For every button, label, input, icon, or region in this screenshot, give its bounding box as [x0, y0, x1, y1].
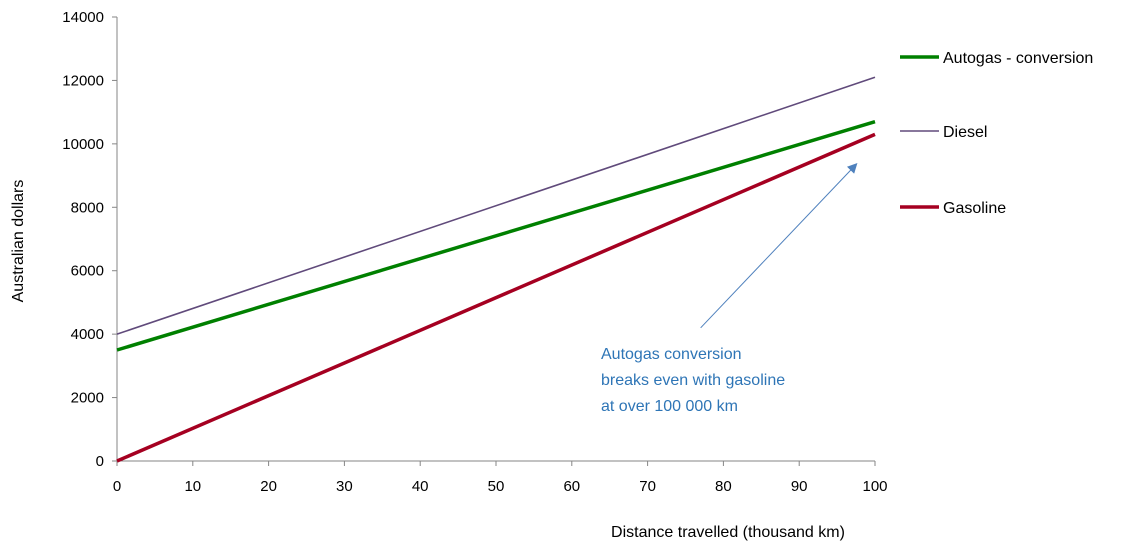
legend: Autogas - conversion Diesel Gasoline — [900, 50, 1093, 217]
y-tick-label: 12000 — [62, 72, 104, 89]
x-tick-label: 0 — [113, 478, 121, 495]
y-tick-label: 8000 — [71, 199, 104, 216]
annotation: Autogas conversion breaks even with gasol… — [601, 163, 858, 415]
y-tick-label: 0 — [96, 453, 104, 470]
x-tick-label: 80 — [715, 478, 732, 495]
annotation-text-line: Autogas conversion — [601, 346, 742, 363]
x-tick-label: 10 — [184, 478, 201, 495]
axes: 0 2000 4000 6000 8000 10000 12000 14000 0 10 20 30 4… — [10, 9, 888, 541]
y-tick-label: 2000 — [71, 390, 104, 407]
y-tick-label: 4000 — [71, 326, 104, 343]
y-axis-title: Australian dollars — [10, 180, 27, 303]
annotation-text-line: breaks even with gasoline — [601, 372, 785, 389]
series-line-gasoline — [116, 132, 876, 463]
x-tick-label: 70 — [639, 478, 656, 495]
series-lines — [116, 76, 876, 463]
series-line-diesel — [116, 76, 876, 335]
legend-label-diesel: Diesel — [943, 124, 987, 141]
y-tick-label: 10000 — [62, 136, 104, 153]
x-tick-label: 30 — [336, 478, 353, 495]
annotation-arrow — [700, 163, 858, 329]
legend-label-autogas-conversion: Autogas - conversion — [943, 50, 1093, 67]
x-tick-label: 100 — [862, 478, 887, 495]
legend-label-gasoline: Gasoline — [943, 200, 1006, 217]
x-tick-label: 60 — [563, 478, 580, 495]
x-axis-title: Distance travelled (thousand km) — [611, 524, 845, 541]
x-tick-label: 40 — [412, 478, 429, 495]
y-tick-label: 14000 — [62, 9, 104, 26]
x-tick-label: 50 — [488, 478, 505, 495]
x-tick-label: 20 — [260, 478, 277, 495]
annotation-text-line: at over 100 000 km — [601, 398, 738, 415]
y-tick-label: 6000 — [71, 263, 104, 280]
x-tick-label: 90 — [791, 478, 808, 495]
series-line-autogas-conversion — [116, 119, 876, 352]
